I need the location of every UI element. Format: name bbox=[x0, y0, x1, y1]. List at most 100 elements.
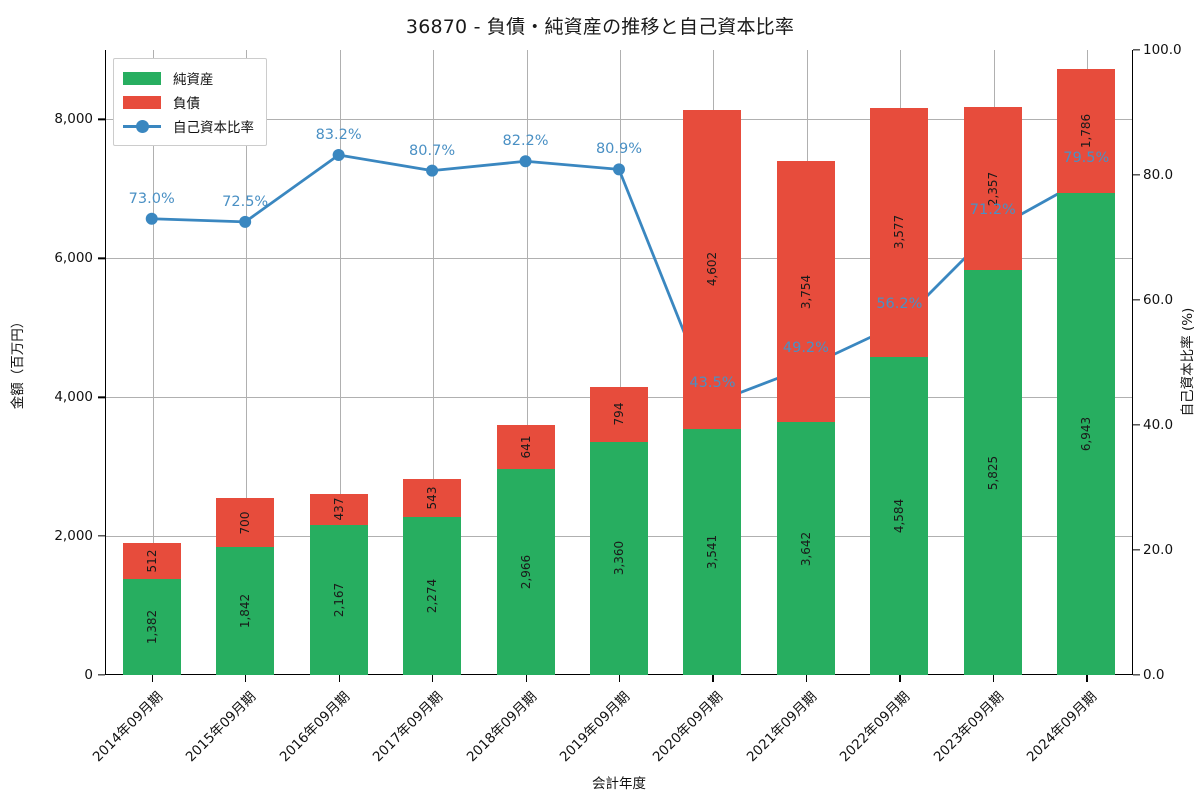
y-tick-label-left: 4,000 bbox=[54, 389, 93, 406]
bar-segment-equity[interactable]: 2,167 bbox=[309, 524, 368, 675]
bar-segment-equity[interactable]: 2,274 bbox=[403, 517, 462, 675]
equity-ratio-value-label: 79.5% bbox=[1063, 150, 1110, 167]
y-tick-mark-right bbox=[1133, 299, 1140, 301]
legend-label-equity: 純資産 bbox=[173, 72, 214, 88]
x-tick-mark bbox=[712, 675, 714, 682]
legend-item-equity-ratio[interactable]: 自己資本比率 bbox=[123, 114, 254, 138]
equity-ratio-value-label: 83.2% bbox=[315, 127, 362, 143]
x-tick-label: 2024年09月期 bbox=[1024, 688, 1101, 766]
x-tick-label: 2016年09月期 bbox=[276, 688, 353, 766]
equity-ratio-value-label: 73.0% bbox=[128, 190, 175, 207]
y-tick-label-right: 0.0 bbox=[1143, 667, 1165, 683]
bar-segment-equity[interactable]: 2,966 bbox=[496, 469, 555, 675]
bar-value-label-equity: 6,943 bbox=[1079, 416, 1094, 452]
bar-value-label-equity: 2,274 bbox=[425, 578, 440, 614]
bar-value-label-equity: 1,382 bbox=[144, 609, 159, 645]
x-tick-mark bbox=[525, 675, 527, 682]
legend-swatch-liabilities bbox=[123, 95, 161, 109]
bar-segment-liabilities[interactable]: 1,786 bbox=[1057, 68, 1116, 193]
bar-value-label-equity: 3,541 bbox=[705, 534, 720, 570]
gridline-horizontal bbox=[106, 119, 1132, 121]
bar-segment-liabilities[interactable]: 794 bbox=[590, 386, 648, 442]
bar-value-label-equity: 1,842 bbox=[238, 593, 253, 629]
x-tick-label: 2014年09月期 bbox=[89, 688, 166, 766]
bar-value-label-equity: 3,642 bbox=[798, 531, 813, 566]
bar-segment-liabilities[interactable]: 700 bbox=[216, 498, 275, 548]
bar-value-label-liabilities: 4,602 bbox=[705, 252, 720, 287]
y-tick-mark-right bbox=[1133, 49, 1140, 51]
legend-label-liabilities: 負債 bbox=[173, 96, 200, 112]
x-tick-mark bbox=[151, 675, 154, 682]
legend-item-liabilities[interactable]: 負債 bbox=[123, 90, 254, 114]
x-tick-label: 2017年09月期 bbox=[369, 688, 447, 766]
bar-segment-equity[interactable]: 3,360 bbox=[590, 441, 648, 675]
bar-value-label-liabilities: 1,786 bbox=[1079, 113, 1094, 148]
bar-value-label-liabilities: 794 bbox=[611, 402, 626, 426]
bar-value-label-equity: 2,167 bbox=[331, 582, 346, 617]
bar-segment-equity[interactable]: 4,584 bbox=[870, 356, 929, 675]
legend-label-equity-ratio: 自己資本比率 bbox=[173, 120, 254, 136]
x-tick-mark bbox=[805, 675, 808, 682]
bar-segment-equity[interactable]: 6,943 bbox=[1057, 192, 1116, 675]
y-axis-label-right: 自己資本比率 (%) bbox=[1180, 307, 1196, 417]
bar-value-label-equity: 2,966 bbox=[518, 554, 533, 590]
legend-swatch-equity-ratio bbox=[123, 120, 161, 133]
bar-segment-liabilities[interactable]: 4,602 bbox=[683, 109, 742, 430]
bar-value-label-liabilities: 543 bbox=[425, 486, 440, 510]
x-tick-mark bbox=[619, 675, 621, 682]
bar-value-label-equity: 5,825 bbox=[985, 455, 1000, 490]
equity-ratio-value-label: 72.5% bbox=[222, 193, 269, 210]
legend-swatch-equity bbox=[123, 71, 161, 85]
y-tick-mark-right bbox=[1133, 174, 1140, 176]
equity-ratio-value-label: 43.5% bbox=[689, 375, 736, 392]
bar-segment-equity[interactable]: 1,842 bbox=[216, 547, 275, 675]
equity-ratio-value-label: 71.2% bbox=[969, 202, 1016, 218]
y-tick-label-right: 20.0 bbox=[1143, 542, 1174, 558]
bar-segment-equity[interactable]: 5,825 bbox=[963, 270, 1022, 675]
x-tick-label: 2019年09月期 bbox=[556, 688, 634, 766]
bar-segment-liabilities[interactable]: 3,754 bbox=[776, 161, 835, 423]
equity-ratio-value-label: 49.2% bbox=[782, 339, 829, 356]
x-tick-mark bbox=[1086, 675, 1088, 682]
x-tick-label: 2018年09月期 bbox=[463, 688, 540, 766]
x-axis-label: 会計年度 bbox=[592, 776, 646, 792]
y-tick-mark-right bbox=[1133, 424, 1140, 426]
y-tick-label-left: 8,000 bbox=[54, 111, 93, 128]
y-tick-label-left: 6,000 bbox=[54, 250, 93, 267]
chart-legend: 純資産 負債 自己資本比率 bbox=[113, 58, 267, 146]
bar-segment-liabilities[interactable]: 437 bbox=[309, 494, 368, 525]
legend-item-equity[interactable]: 純資産 bbox=[123, 66, 254, 90]
y-tick-label-right: 60.0 bbox=[1143, 292, 1174, 308]
y-tick-mark-left bbox=[98, 674, 105, 676]
bar-segment-liabilities[interactable]: 641 bbox=[496, 424, 555, 469]
bar-value-label-liabilities: 3,754 bbox=[798, 274, 813, 309]
bar-value-label-liabilities: 2,357 bbox=[985, 171, 1000, 206]
bar-segment-liabilities[interactable]: 543 bbox=[403, 479, 462, 518]
bar-segment-equity[interactable]: 3,642 bbox=[776, 422, 835, 675]
equity-ratio-value-label: 80.9% bbox=[595, 141, 643, 158]
bar-segment-equity[interactable]: 1,382 bbox=[122, 579, 181, 675]
bar-segment-liabilities[interactable]: 3,577 bbox=[870, 108, 929, 357]
bar-segment-liabilities[interactable]: 2,357 bbox=[963, 106, 1022, 271]
bar-value-label-liabilities: 512 bbox=[144, 549, 159, 573]
y-tick-label-right: 40.0 bbox=[1143, 417, 1174, 433]
bar-segment-equity[interactable]: 3,541 bbox=[683, 429, 742, 675]
bar-value-label-liabilities: 700 bbox=[238, 511, 253, 535]
x-tick-mark bbox=[992, 675, 995, 682]
y-tick-mark-right bbox=[1133, 674, 1140, 676]
x-tick-mark bbox=[899, 675, 901, 682]
y-tick-mark-left bbox=[98, 118, 105, 121]
x-tick-mark bbox=[432, 675, 434, 682]
equity-ratio-value-label: 80.7% bbox=[409, 142, 456, 159]
bar-value-label-liabilities: 641 bbox=[518, 435, 533, 459]
y-tick-mark-left bbox=[98, 396, 105, 398]
y-tick-mark-left bbox=[98, 257, 105, 259]
x-tick-mark bbox=[338, 675, 340, 682]
x-tick-label: 2015年09月期 bbox=[182, 688, 260, 766]
bar-value-label-equity: 4,584 bbox=[892, 498, 907, 533]
equity-ratio-value-label: 82.2% bbox=[502, 133, 549, 150]
y-tick-mark-right bbox=[1133, 549, 1140, 551]
bar-segment-liabilities[interactable]: 512 bbox=[122, 543, 181, 580]
x-tick-mark bbox=[245, 675, 247, 682]
